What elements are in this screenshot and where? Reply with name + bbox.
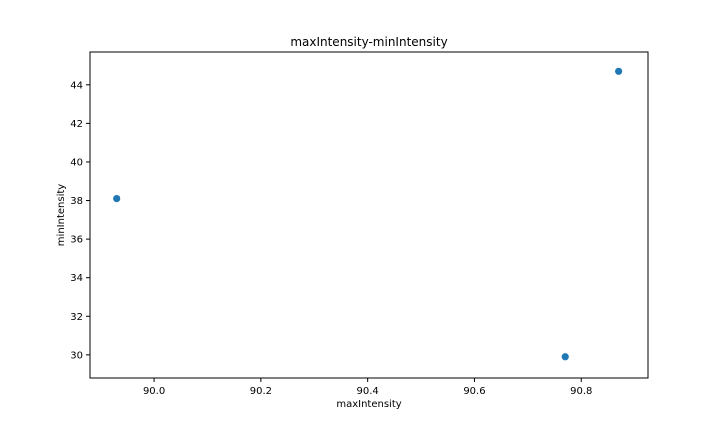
y-tick-label: 38 [70,196,83,207]
y-tick-label: 42 [70,119,83,130]
plot-area [89,51,649,379]
x-tick-label: 90.4 [357,386,379,397]
x-tick-label: 90.8 [570,386,592,397]
y-axis-ticks: 30 32 34 36 38 40 42 44 [70,80,90,361]
x-axis-label: maxIntensity [336,399,401,410]
chart-title: maxIntensity-minIntensity [290,35,447,49]
scatter-point [561,353,569,361]
scatter-point [113,195,121,203]
x-tick-label: 90.0 [143,386,165,397]
x-tick-label: 90.2 [250,386,272,397]
y-tick-label: 32 [70,312,83,323]
y-tick-label: 36 [70,235,83,246]
y-tick-label: 30 [70,350,83,361]
x-tick-label: 90.6 [463,386,485,397]
y-tick-label: 40 [70,157,83,168]
y-tick-label: 44 [70,80,83,91]
data-points [113,67,623,361]
scatter-point [615,67,623,75]
x-axis-ticks: 90.0 90.2 90.4 90.6 90.8 [143,378,592,397]
y-tick-label: 34 [70,273,83,284]
y-axis-label: minIntensity [56,184,67,246]
